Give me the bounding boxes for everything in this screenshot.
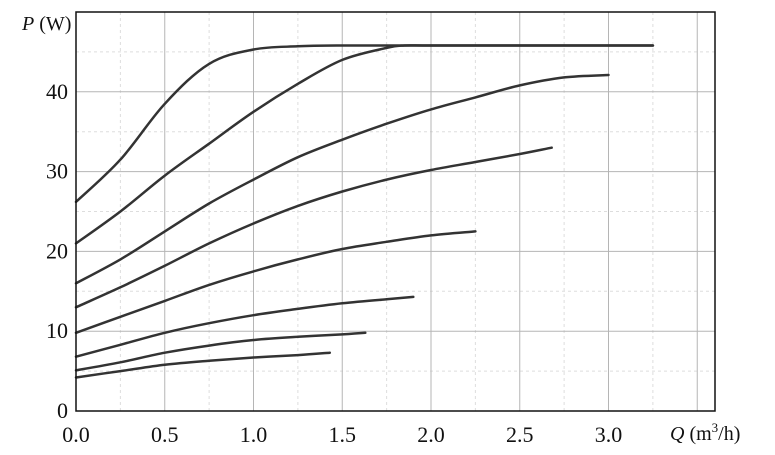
y-tick-label: 0: [57, 398, 68, 423]
y-tick-label: 10: [46, 318, 68, 343]
y-axis-label: P (W): [21, 13, 71, 35]
x-tick-label: 2.5: [506, 422, 534, 447]
series-line-7: [74, 331, 367, 372]
y-axis-unit: (W): [34, 13, 71, 35]
series-line-2: [74, 44, 655, 245]
x-tick-label: 1.5: [329, 422, 357, 447]
series-layer: [74, 44, 655, 379]
series-line-8: [74, 351, 332, 379]
x-tick-label: 2.0: [417, 422, 445, 447]
x-axis-label: Q (m3/h): [670, 420, 740, 445]
y-tick-label: 30: [46, 159, 68, 184]
series-line-6: [74, 295, 415, 358]
y-tick-labels: 0 10 20 30 40: [46, 79, 68, 423]
x-tick-labels: 0.0 0.5 1.0 1.5 2.0 2.5 3.0: [62, 422, 622, 447]
y-tick-label: 20: [46, 238, 68, 263]
x-axis-unit-post: /h): [718, 423, 740, 445]
x-axis-variable: Q: [670, 423, 685, 445]
x-axis-unit-superscript: 3: [712, 420, 719, 435]
x-tick-label: 0.5: [151, 422, 179, 447]
y-axis-variable: P: [21, 13, 34, 35]
series-line-3: [74, 73, 610, 285]
x-tick-label: 0.0: [62, 422, 90, 447]
series-line-5: [74, 230, 477, 335]
major-grid: [76, 12, 715, 411]
x-tick-label: 1.0: [240, 422, 268, 447]
series-line-4: [74, 146, 553, 309]
y-tick-label: 40: [46, 79, 68, 104]
plot-frame: [75, 11, 716, 412]
x-axis-unit-pre: (m: [684, 423, 712, 445]
x-tick-label: 3.0: [595, 422, 623, 447]
